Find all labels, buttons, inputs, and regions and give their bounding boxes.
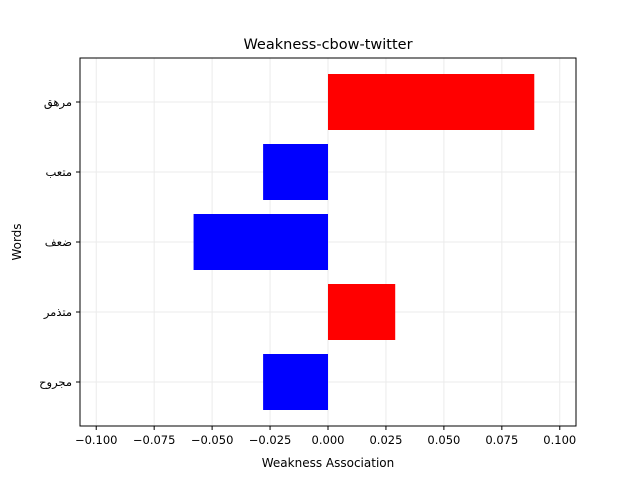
x-tick-label: 0.100 — [543, 433, 576, 447]
bar-2 — [193, 214, 328, 270]
y-axis-label: Words — [10, 223, 24, 260]
y-axis-ticks: مرهق متعب ضعف متذمر مجروح — [39, 95, 80, 390]
x-tick-label: −0.100 — [75, 433, 118, 447]
bar-4 — [263, 354, 328, 410]
x-axis-ticks: −0.100 −0.075 −0.050 −0.025 0.000 0.025 0.050 0… — [75, 426, 576, 447]
chart-title: Weakness-cbow-twitter — [243, 37, 412, 53]
x-tick-label: 0.050 — [427, 433, 460, 447]
y-tick-label: مرهق — [44, 95, 72, 110]
bars — [193, 74, 535, 410]
x-tick-label: 0.075 — [485, 433, 518, 447]
x-tick-label: −0.050 — [191, 433, 234, 447]
x-axis-label: Weakness Association — [262, 456, 394, 470]
x-tick-label: 0.000 — [312, 433, 345, 447]
y-tick-label: متذمر — [43, 305, 72, 320]
bar-1 — [263, 144, 328, 200]
bar-3 — [328, 284, 396, 340]
x-tick-label: −0.025 — [249, 433, 292, 447]
x-tick-label: 0.025 — [369, 433, 402, 447]
y-tick-label: ضعف — [45, 235, 72, 249]
x-tick-label: −0.075 — [133, 433, 176, 447]
y-tick-label: متعب — [46, 165, 72, 179]
bar-0 — [328, 74, 535, 130]
y-tick-label: مجروح — [39, 375, 72, 390]
